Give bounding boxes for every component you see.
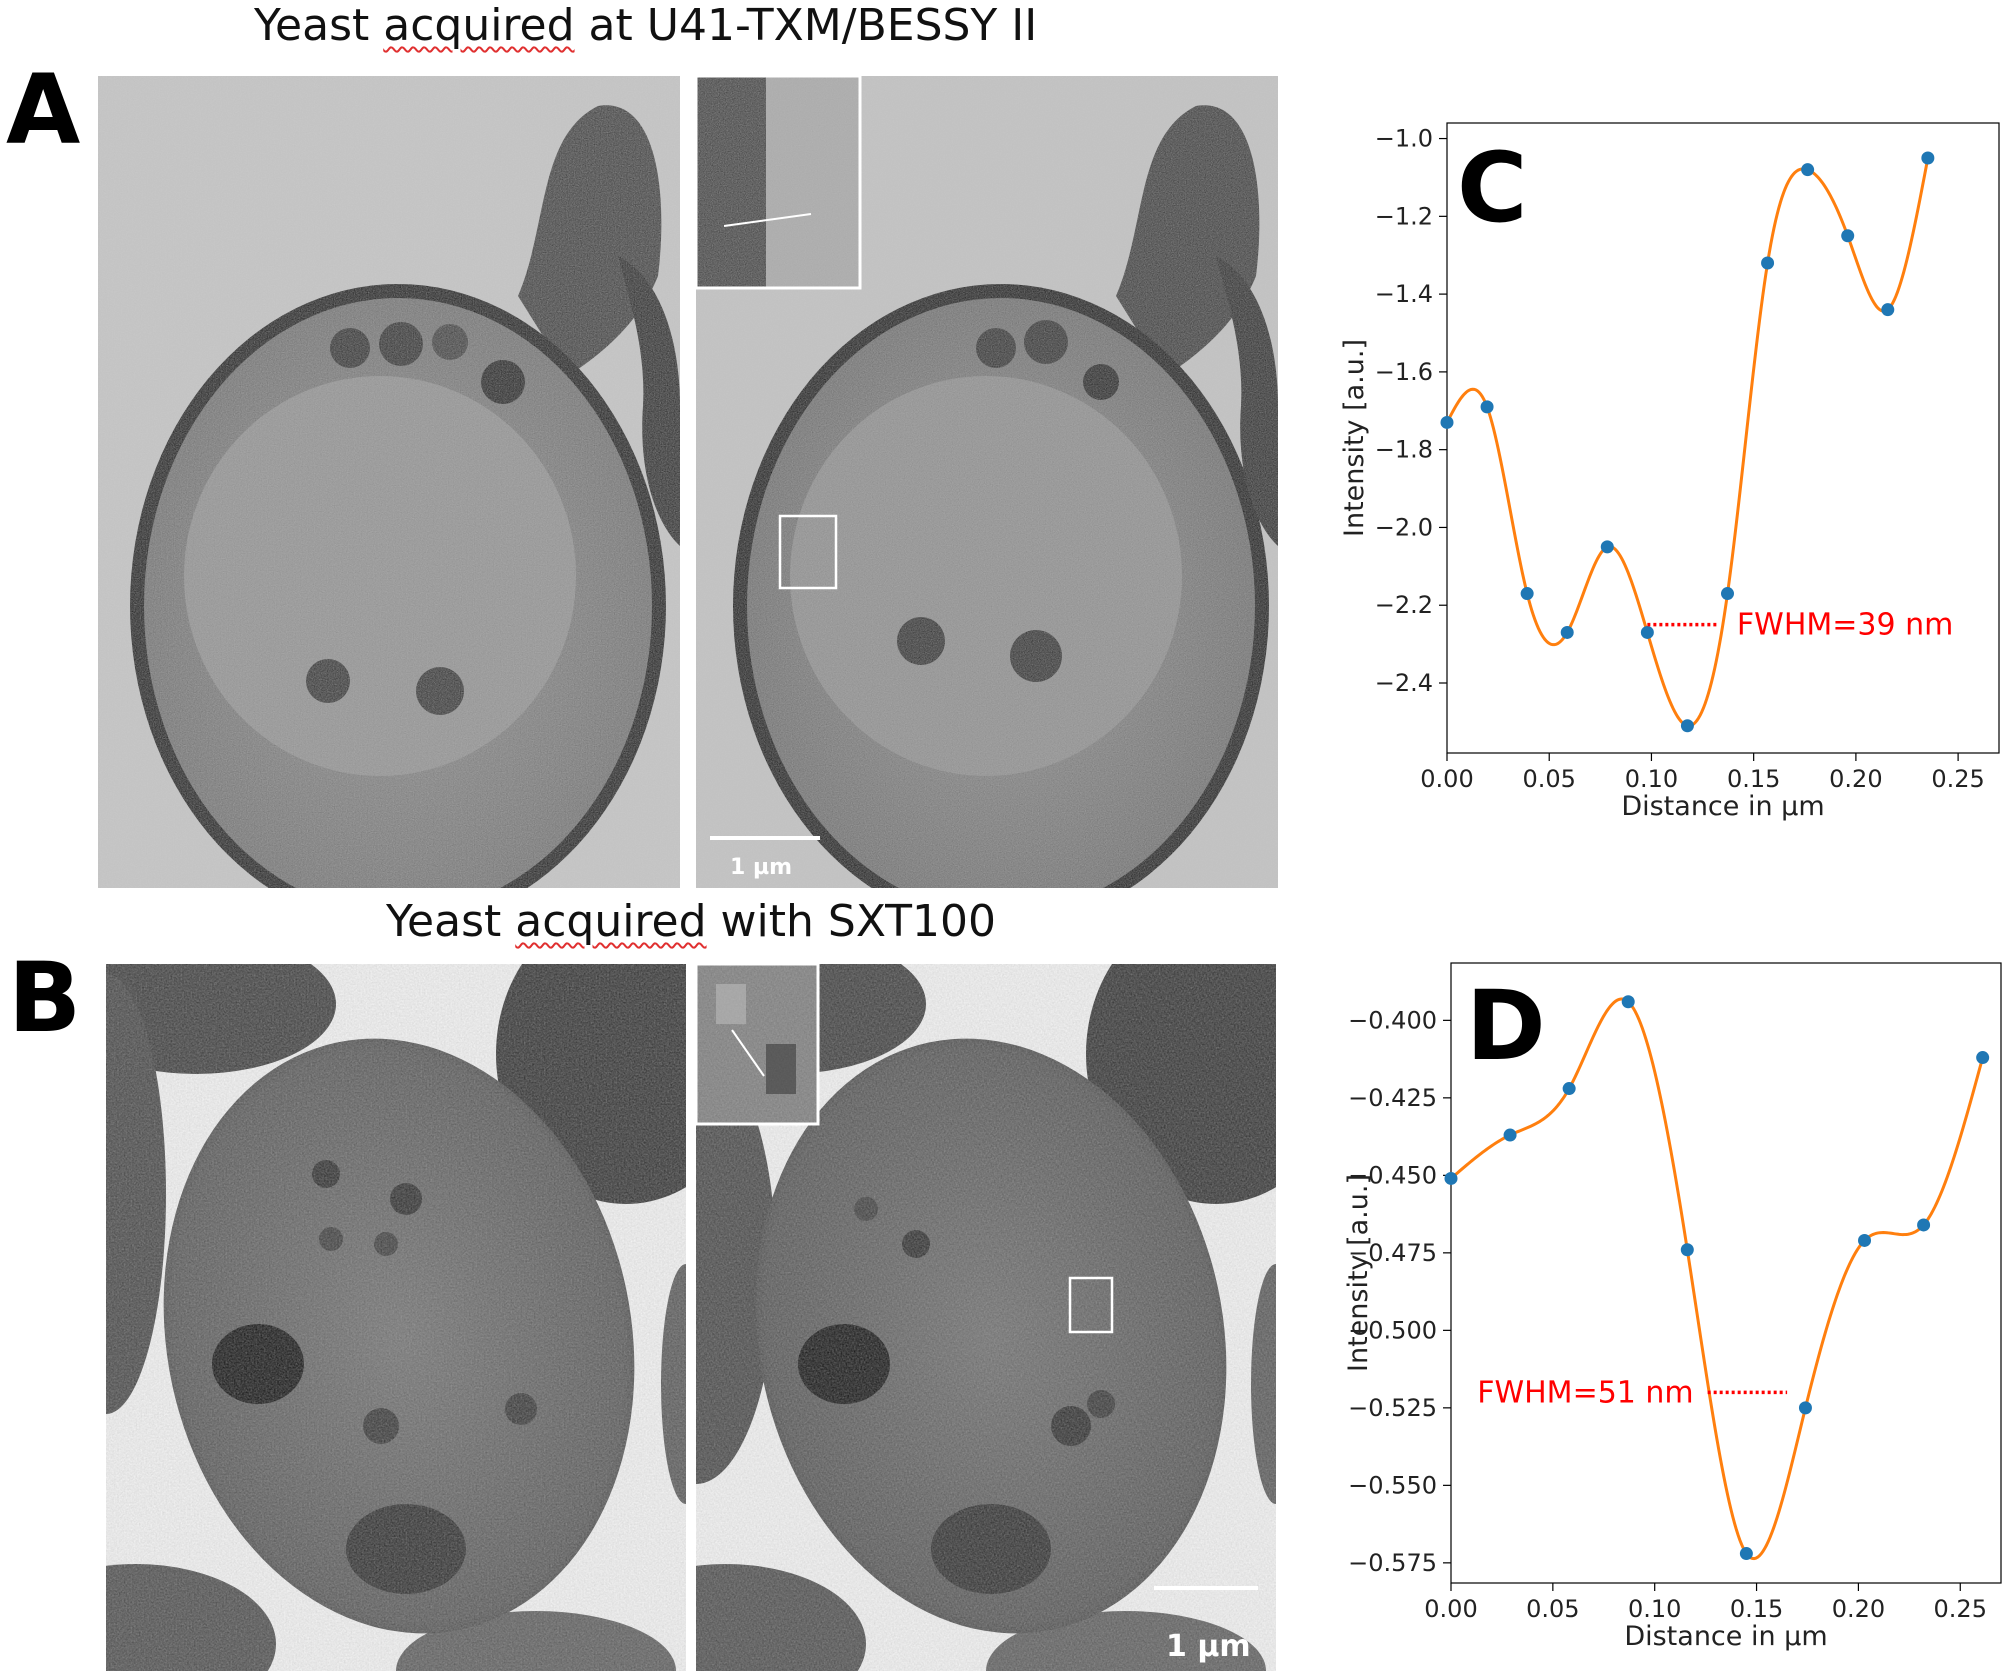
- plot-c-xtick-label: 0.20: [1829, 765, 1882, 793]
- plot-c-data-point: [1480, 400, 1494, 414]
- row-b-title-prefix: Yeast: [386, 896, 516, 947]
- plot-d-xtick-label: 0.20: [1832, 1595, 1885, 1623]
- row-b-title-suffix: with SXT100: [706, 896, 997, 947]
- micrograph-b-right: 1 µm: [696, 964, 1276, 1671]
- plot-c-xtick-label: 0.15: [1727, 765, 1780, 793]
- scalebar-b-label: 1 µm: [1166, 1629, 1251, 1664]
- plot-d-ylabel: Intensity [a.u.]: [1343, 1174, 1374, 1372]
- micrograph-a-right: 1 µm: [696, 76, 1278, 888]
- plot-c-data-point: [1801, 163, 1815, 177]
- panel-letter-d: D: [1466, 970, 1546, 1082]
- panel-letter-b: B: [8, 942, 82, 1054]
- plot-c-data-point: [1921, 151, 1935, 165]
- plot-c-ylabel: Intensity [a.u.]: [1339, 339, 1370, 537]
- row-b-title: Yeast acquired with SXT100: [386, 896, 996, 947]
- plot-c-ytick-label: −1.8: [1375, 436, 1433, 464]
- plot-c-data-point: [1560, 625, 1574, 639]
- plot-c-xtick-label: 0.25: [1931, 765, 1984, 793]
- row-b-title-acquired: acquired: [515, 896, 707, 947]
- plot-c-fwhm-label: FWHM=39 nm: [1737, 608, 1953, 643]
- plot-c-ytick-label: −1.0: [1375, 125, 1433, 153]
- plot-d-data-point: [1976, 1051, 1990, 1065]
- plot-d-ytick-label: −0.550: [1348, 1471, 1437, 1499]
- plot-d-ytick-label: −0.575: [1348, 1549, 1437, 1577]
- plot-d-xtick-label: 0.00: [1424, 1595, 1477, 1623]
- plot-c-ytick-label: −1.2: [1375, 202, 1433, 230]
- plot-c-data-point: [1520, 587, 1534, 601]
- panel-letter-a: A: [6, 54, 81, 166]
- plot-c-xtick-label: 0.10: [1625, 765, 1678, 793]
- row-a-title: Yeast acquired at U41-TXM/BESSY II: [254, 0, 1037, 51]
- plot-c-xtick-label: 0.05: [1523, 765, 1576, 793]
- plot-d-data-point: [1739, 1547, 1753, 1561]
- row-a-title-prefix: Yeast: [254, 0, 384, 51]
- plot-d-xtick-label: 0.10: [1628, 1595, 1681, 1623]
- plot-d-ytick-label: −0.475: [1348, 1239, 1437, 1267]
- plot-d-xtick-label: 0.25: [1934, 1595, 1987, 1623]
- plot-d-data-point: [1621, 995, 1635, 1009]
- plot-c-ytick-label: −2.4: [1375, 669, 1433, 697]
- plot-d-data-point: [1680, 1243, 1694, 1257]
- row-a-title-suffix: at U41-TXM/BESSY II: [574, 0, 1038, 51]
- micrograph-a-left: [98, 76, 680, 888]
- plot-d-fwhm-label: FWHM=51 nm: [1477, 1375, 1693, 1410]
- micrograph-b-left: [106, 964, 686, 1671]
- plot-c-ytick-label: −2.2: [1375, 591, 1433, 619]
- plot-d-ytick-label: −0.400: [1348, 1006, 1437, 1034]
- plot-d-xlabel: Distance in µm: [1624, 1621, 1827, 1652]
- plot-c: 0.00 0.05 0.10 0.15 0.20 0.25 −2.4 −2.2 −2.0 −1.8…: [1300, 110, 2008, 830]
- plot-c-ytick-label: −1.6: [1375, 358, 1433, 386]
- scalebar-a-label: 1 µm: [730, 855, 792, 880]
- plot-d-fit-line: [1450, 997, 1985, 1561]
- plot-c-data-point: [1680, 719, 1694, 733]
- plot-d-data-point: [1503, 1128, 1517, 1142]
- plot-d-xtick-label: 0.05: [1526, 1595, 1579, 1623]
- plot-c-axes-frame: [1446, 122, 2000, 754]
- plot-c-canvas: 0.00 0.05 0.10 0.15 0.20 0.25 −2.4 −2.2 −2.0 −1.8…: [1339, 122, 2000, 822]
- plot-d-data-point: [1917, 1218, 1931, 1232]
- plot-c-ytick-label: −1.4: [1375, 280, 1433, 308]
- plot-d-ytick-label: −0.500: [1348, 1316, 1437, 1344]
- plot-c-data-point: [1761, 256, 1775, 270]
- plot-d-data-point: [1858, 1233, 1872, 1247]
- plot-d-data-point: [1562, 1082, 1576, 1096]
- plot-d-canvas: 0.00 0.05 0.10 0.15 0.20 0.25 −0.575 −0.550 −0.5…: [1343, 962, 2002, 1652]
- plot-d-data-point: [1798, 1401, 1812, 1415]
- plot-c-xlabel: Distance in µm: [1621, 791, 1824, 822]
- plot-d-ytick-label: −0.450: [1348, 1161, 1437, 1189]
- plot-c-ytick-label: −2.0: [1375, 513, 1433, 541]
- plot-c-xtick-label: 0.00: [1420, 765, 1473, 793]
- plot-c-data-point: [1640, 625, 1654, 639]
- plot-d-data-point: [1444, 1171, 1458, 1185]
- plot-d-xtick-label: 0.15: [1730, 1595, 1783, 1623]
- plot-c-data-point: [1881, 303, 1895, 317]
- plot-d-axes-frame: [1450, 962, 2002, 1584]
- row-a-title-acquired: acquired: [383, 0, 575, 51]
- plot-d-ytick-label: −0.425: [1348, 1084, 1437, 1112]
- plot-d-ytick-label: −0.525: [1348, 1394, 1437, 1422]
- plot-c-data-point: [1720, 587, 1734, 601]
- plot-c-data-point: [1841, 229, 1855, 243]
- plot-d: 0.00 0.05 0.10 0.15 0.20 0.25 −0.575 −0.550 −0.5…: [1290, 960, 2008, 1671]
- plot-c-data-point: [1440, 415, 1454, 429]
- panel-letter-c: C: [1457, 132, 1528, 244]
- plot-c-data-point: [1600, 540, 1614, 554]
